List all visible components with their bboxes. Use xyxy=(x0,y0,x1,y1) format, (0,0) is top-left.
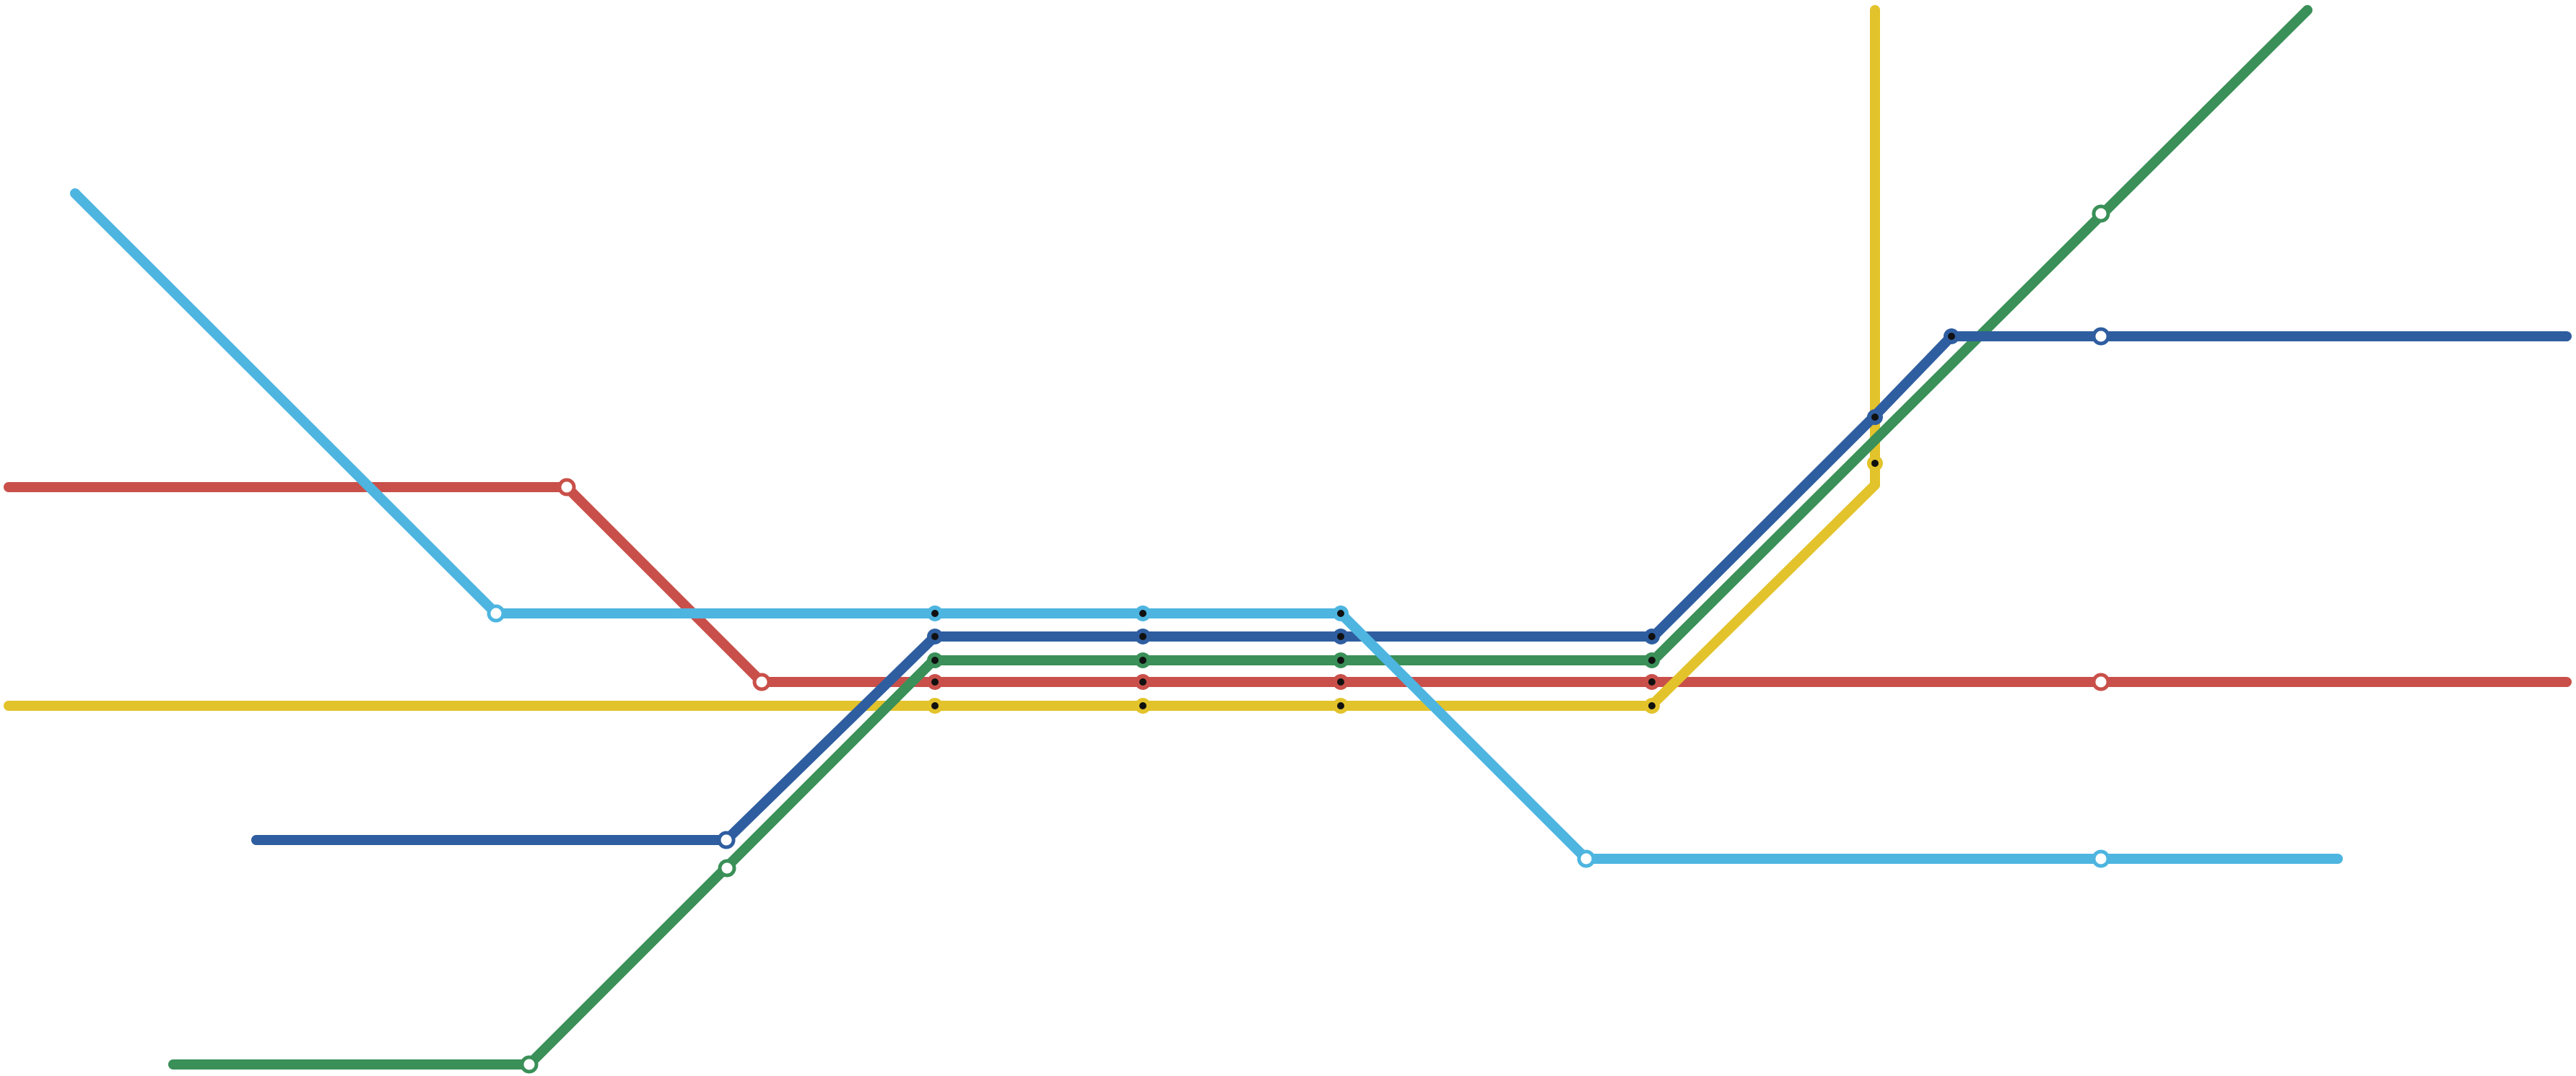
red-station-dot xyxy=(1648,678,1655,686)
dark-blue-station xyxy=(1944,328,1959,344)
green-station xyxy=(927,652,943,668)
green-station-marker xyxy=(2092,204,2110,223)
red-station xyxy=(1333,674,1349,690)
green-station xyxy=(2092,204,2110,223)
green-station xyxy=(1135,652,1151,668)
dark-blue-line xyxy=(251,331,2572,845)
green-station-dot xyxy=(931,657,939,664)
green-station-dot xyxy=(1337,657,1344,664)
yellow-station xyxy=(1135,698,1151,714)
red-station xyxy=(557,478,576,497)
light-blue-station-dot xyxy=(931,610,939,617)
yellow-station-dot xyxy=(1139,702,1146,709)
dark-blue-station xyxy=(1135,629,1151,644)
yellow-station xyxy=(1867,455,1883,471)
red-station-dot xyxy=(1337,678,1344,686)
green-station xyxy=(520,1055,539,1074)
yellow-station-dot xyxy=(1337,702,1344,709)
dark-blue-station-dot xyxy=(1871,414,1879,421)
dark-blue-station xyxy=(1867,409,1883,425)
light-blue-station xyxy=(1135,605,1151,621)
green-station-marker xyxy=(520,1055,539,1074)
green-station xyxy=(1333,652,1349,668)
green-station-dot xyxy=(1139,657,1146,664)
stations xyxy=(487,204,2110,1074)
green-line xyxy=(168,5,2312,1070)
green-station xyxy=(1644,652,1660,668)
dark-blue-station-marker xyxy=(2092,327,2110,346)
yellow-station-dot xyxy=(1648,702,1655,709)
light-blue-line xyxy=(70,188,2343,864)
green-station-marker xyxy=(718,859,736,878)
light-blue-station-dot xyxy=(1337,610,1344,617)
light-blue-station xyxy=(1333,605,1349,621)
red-station-marker xyxy=(752,673,771,691)
light-blue-station xyxy=(487,604,505,623)
red-line xyxy=(4,482,2572,687)
light-blue-station-dot xyxy=(1139,610,1146,617)
light-blue-station xyxy=(1577,849,1596,868)
dark-blue-station xyxy=(717,831,736,849)
green-station-dot xyxy=(1648,657,1655,664)
dark-blue-station-dot xyxy=(931,633,939,640)
red-station-dot xyxy=(1139,678,1146,686)
yellow-station-dot xyxy=(1871,460,1879,467)
light-blue-station xyxy=(927,605,943,621)
dark-blue-station-dot xyxy=(1139,633,1146,640)
red-station-marker xyxy=(557,478,576,497)
yellow-station xyxy=(1644,698,1660,714)
red-station xyxy=(1135,674,1151,690)
red-station xyxy=(752,673,771,691)
red-station xyxy=(927,674,943,690)
yellow-station-dot xyxy=(931,702,939,709)
dark-blue-station-dot xyxy=(1337,633,1344,640)
dark-blue-station-marker xyxy=(717,831,736,849)
dark-blue-station-dot xyxy=(1648,633,1655,640)
yellow-line xyxy=(4,5,1880,711)
light-blue-station xyxy=(2092,849,2110,868)
red-station xyxy=(2092,673,2110,691)
red-station-marker xyxy=(2092,673,2110,691)
light-blue-station-marker xyxy=(487,604,505,623)
yellow-station xyxy=(927,698,943,714)
dark-blue-station xyxy=(1333,629,1349,644)
dark-blue-station-dot xyxy=(1948,333,1955,340)
yellow-station xyxy=(1333,698,1349,714)
light-blue-station-marker xyxy=(1577,849,1596,868)
red-station-dot xyxy=(931,678,939,686)
light-blue-station-marker xyxy=(2092,849,2110,868)
red-station xyxy=(1644,674,1660,690)
dark-blue-station xyxy=(927,629,943,644)
green-station xyxy=(718,859,736,878)
dark-blue-station xyxy=(2092,327,2110,346)
dark-blue-station xyxy=(1644,629,1660,644)
route-lines xyxy=(4,5,2572,1070)
